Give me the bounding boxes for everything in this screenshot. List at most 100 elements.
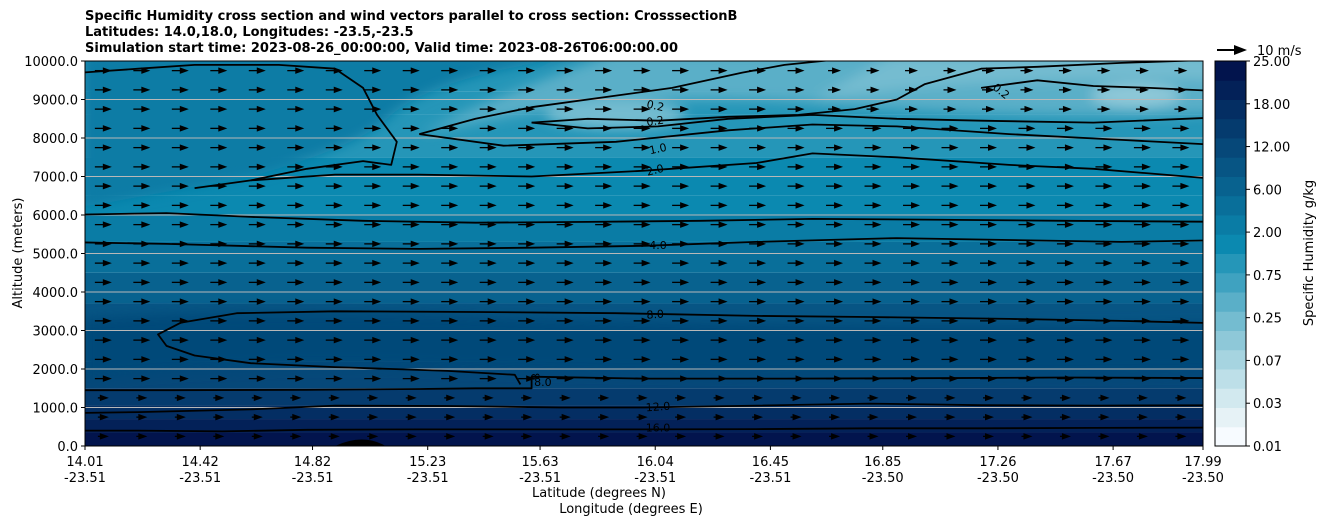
y-tick-label: 7000.0 xyxy=(33,171,79,186)
wind-vector xyxy=(636,433,648,440)
wind-vector xyxy=(1175,433,1187,440)
wind-vector xyxy=(1056,163,1074,171)
wind-vector xyxy=(633,375,651,382)
wind-vector xyxy=(556,105,574,113)
colorbar-tick-label: 12.00 xyxy=(1253,141,1290,156)
wind-vector xyxy=(559,433,571,440)
wind-vector xyxy=(518,375,536,382)
wind-vector xyxy=(672,221,690,228)
wind-vector xyxy=(287,67,305,74)
wind-vector xyxy=(94,182,112,190)
wind-vector xyxy=(556,317,574,325)
wind-vector xyxy=(405,433,417,440)
wind-vector xyxy=(1018,182,1036,190)
wind-vector xyxy=(864,356,882,363)
wind-vector xyxy=(749,336,767,344)
wind-vector xyxy=(1095,240,1113,248)
wind-vector xyxy=(1018,163,1036,171)
wind-vector xyxy=(325,356,343,363)
x-tick-label-lon: -23.51 xyxy=(407,471,449,486)
contour-lines xyxy=(85,61,1203,433)
wind-vector xyxy=(171,67,189,74)
wind-vector xyxy=(479,163,497,171)
wind-vector xyxy=(559,413,571,421)
wind-vector xyxy=(441,86,459,94)
wind-vector xyxy=(828,105,842,113)
wind-vector xyxy=(943,67,957,74)
wind-vector xyxy=(1058,86,1072,94)
wind-vector xyxy=(633,336,651,344)
wind-vector xyxy=(790,394,802,402)
wind-vector xyxy=(1175,394,1187,402)
wind-vector xyxy=(364,182,382,190)
wind-vector xyxy=(1058,67,1072,74)
wind-vector xyxy=(444,413,456,421)
colorbar-segment xyxy=(1215,80,1246,100)
wind-vector xyxy=(941,240,959,248)
wind-vector xyxy=(1021,433,1033,440)
wind-vector xyxy=(979,298,997,305)
wind-vector xyxy=(133,356,151,363)
wind-vector xyxy=(133,105,151,113)
y-tick-label: 1000.0 xyxy=(33,402,79,417)
wind-vector xyxy=(749,125,767,132)
wind-vector xyxy=(672,67,690,74)
wind-vector xyxy=(482,413,494,421)
wind-vector xyxy=(749,86,767,94)
wind-vector xyxy=(287,317,305,325)
y-tick-label: 2000.0 xyxy=(33,363,79,378)
wind-vector xyxy=(556,298,574,305)
wind-vector xyxy=(479,144,497,151)
wind-vector xyxy=(1098,413,1110,421)
wind-vector xyxy=(903,336,921,344)
wind-vector xyxy=(441,375,459,382)
wind-vector xyxy=(1059,433,1071,440)
wind-vector xyxy=(826,375,844,382)
wind-vector xyxy=(903,375,921,382)
wind-vector xyxy=(248,86,266,94)
wind-vector xyxy=(864,336,882,344)
wind-vector xyxy=(790,433,802,440)
colorbar-segment xyxy=(1215,349,1246,370)
wind-vector xyxy=(97,394,109,402)
x-tick-label-lat: 15.23 xyxy=(409,455,446,470)
wind-vector xyxy=(171,356,189,363)
wind-vector xyxy=(364,105,382,113)
wind-vector xyxy=(1172,202,1190,209)
wind-vector xyxy=(518,336,536,344)
wind-vector xyxy=(598,413,610,421)
wind-vector xyxy=(1021,394,1033,402)
wind-vector xyxy=(944,413,956,421)
wind-vector xyxy=(903,279,921,286)
wind-vector xyxy=(251,413,263,421)
wind-vector xyxy=(556,67,574,74)
wind-vector xyxy=(133,86,151,94)
wind-vector xyxy=(1133,240,1151,248)
wind-vector xyxy=(787,317,805,325)
wind-vector xyxy=(749,317,767,325)
wind-vector xyxy=(1133,144,1151,151)
wind-vector xyxy=(210,259,228,267)
y-tick-label: 0.0 xyxy=(57,440,78,455)
x-tick-label-lat: 14.01 xyxy=(66,455,103,470)
wind-vector xyxy=(287,163,305,171)
wind-vector xyxy=(1172,279,1190,286)
wind-vector xyxy=(943,86,957,94)
wind-vector xyxy=(1056,221,1074,228)
wind-vector xyxy=(171,298,189,305)
wind-vector xyxy=(479,125,497,132)
wind-vector xyxy=(710,375,728,382)
wind-vector xyxy=(787,144,805,151)
wind-vector xyxy=(402,240,420,248)
wind-vector xyxy=(710,202,728,209)
wind-vector xyxy=(328,394,340,402)
wind-vector xyxy=(556,259,574,267)
colorbar-segment xyxy=(1215,292,1246,312)
wind-vector xyxy=(325,163,343,171)
wind-vector xyxy=(248,105,266,113)
wind-vector xyxy=(518,279,536,286)
wind-vector xyxy=(518,259,536,267)
wind-vector xyxy=(595,240,613,248)
wind-vector xyxy=(94,125,112,132)
wind-vector xyxy=(826,202,844,209)
